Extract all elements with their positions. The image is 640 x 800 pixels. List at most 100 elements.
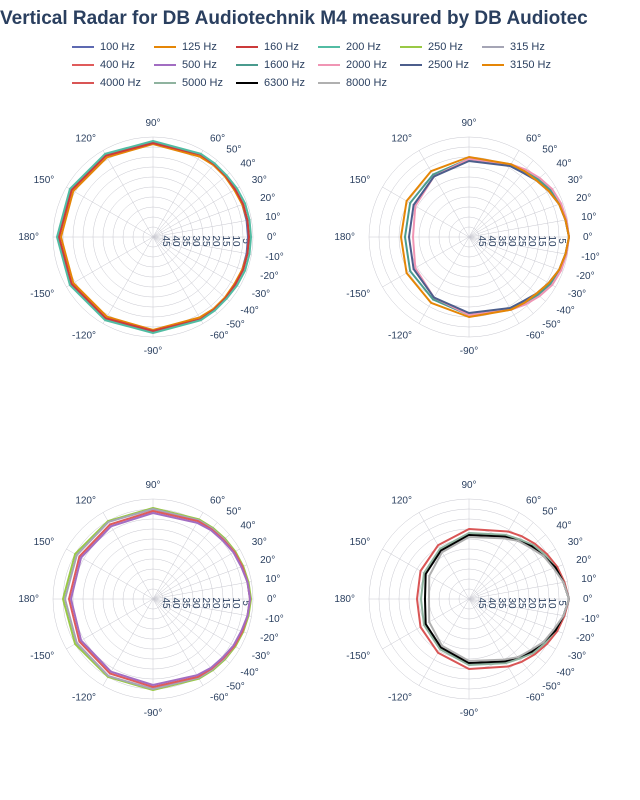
svg-text:10: 10 (546, 597, 557, 609)
svg-text:5: 5 (556, 238, 567, 244)
legend-item[interactable]: 2500 Hz (400, 56, 482, 74)
svg-text:-20°: -20° (576, 633, 594, 644)
svg-text:90°: 90° (461, 118, 476, 129)
legend-item[interactable]: 400 Hz (72, 56, 154, 74)
svg-text:90°: 90° (145, 480, 160, 491)
polar-chart: -150°-120°-90°-60°-50°-40°-30°-20°-10°0°… (16, 468, 306, 730)
svg-text:-30°: -30° (252, 289, 270, 300)
svg-text:20°: 20° (260, 193, 275, 204)
svg-text:-50°: -50° (542, 319, 560, 330)
svg-text:15: 15 (536, 597, 547, 609)
legend-item[interactable]: 4000 Hz (72, 74, 154, 92)
svg-text:90°: 90° (461, 480, 476, 491)
legend-item[interactable]: 6300 Hz (236, 74, 318, 92)
svg-text:50°: 50° (542, 145, 557, 156)
legend-item[interactable]: 1600 Hz (236, 56, 318, 74)
svg-text:180°: 180° (334, 594, 355, 605)
svg-text:40: 40 (170, 235, 181, 247)
svg-text:50°: 50° (542, 507, 557, 518)
legend-swatch (154, 64, 176, 66)
svg-text:150°: 150° (34, 537, 55, 548)
legend-label: 3150 Hz (510, 59, 551, 71)
legend-label: 100 Hz (100, 41, 135, 53)
svg-text:-150°: -150° (346, 651, 370, 662)
svg-text:120°: 120° (391, 495, 412, 506)
page-title: Vertical Radar for DB Audiotechnik M4 me… (0, 0, 640, 34)
polar-panel: -150°-120°-90°-60°-50°-40°-30°-20°-10°0°… (332, 106, 622, 368)
svg-text:10°: 10° (581, 212, 596, 223)
svg-text:-40°: -40° (556, 305, 574, 316)
svg-text:-120°: -120° (388, 693, 412, 704)
svg-text:-50°: -50° (226, 319, 244, 330)
svg-text:-50°: -50° (226, 681, 244, 692)
svg-text:-20°: -20° (260, 633, 278, 644)
svg-text:60°: 60° (526, 133, 541, 144)
svg-text:-90°: -90° (144, 708, 162, 719)
svg-text:-90°: -90° (144, 346, 162, 357)
legend-swatch (482, 64, 504, 66)
svg-text:45: 45 (160, 597, 171, 609)
svg-text:20: 20 (210, 597, 221, 609)
svg-text:10°: 10° (265, 212, 280, 223)
legend-label: 400 Hz (100, 59, 135, 71)
legend-label: 6300 Hz (264, 77, 305, 89)
svg-text:-60°: -60° (210, 693, 228, 704)
legend-item[interactable]: 125 Hz (154, 38, 236, 56)
svg-text:60°: 60° (210, 495, 225, 506)
svg-text:180°: 180° (334, 232, 355, 243)
legend-item[interactable]: 100 Hz (72, 38, 154, 56)
svg-text:35: 35 (496, 597, 507, 609)
svg-text:-60°: -60° (526, 331, 544, 342)
svg-text:30°: 30° (568, 175, 583, 186)
svg-text:40°: 40° (240, 521, 255, 532)
legend-item[interactable]: 250 Hz (400, 38, 482, 56)
legend-swatch (236, 46, 258, 48)
legend-item[interactable]: 315 Hz (482, 38, 564, 56)
legend-item[interactable]: 500 Hz (154, 56, 236, 74)
svg-text:10: 10 (546, 235, 557, 247)
legend-label: 250 Hz (428, 41, 463, 53)
svg-text:15: 15 (220, 597, 231, 609)
svg-text:-150°: -150° (30, 289, 54, 300)
svg-text:90°: 90° (145, 118, 160, 129)
legend: 100 Hz 125 Hz 160 Hz 200 Hz 250 Hz 315 Hz 400 … (0, 34, 640, 94)
legend-label: 500 Hz (182, 59, 217, 71)
legend-item[interactable]: 160 Hz (236, 38, 318, 56)
legend-label: 1600 Hz (264, 59, 305, 71)
legend-item[interactable]: 8000 Hz (318, 74, 400, 92)
svg-text:-30°: -30° (252, 651, 270, 662)
svg-text:-10°: -10° (265, 252, 283, 263)
polar-chart: -150°-120°-90°-60°-50°-40°-30°-20°-10°0°… (16, 106, 306, 368)
svg-text:-120°: -120° (388, 331, 412, 342)
svg-text:35: 35 (496, 235, 507, 247)
svg-text:20: 20 (210, 235, 221, 247)
legend-item[interactable]: 5000 Hz (154, 74, 236, 92)
svg-text:20°: 20° (260, 555, 275, 566)
legend-label: 160 Hz (264, 41, 299, 53)
legend-item[interactable]: 2000 Hz (318, 56, 400, 74)
svg-text:60°: 60° (526, 495, 541, 506)
svg-text:-10°: -10° (581, 252, 599, 263)
svg-text:150°: 150° (350, 537, 371, 548)
svg-text:10: 10 (230, 597, 241, 609)
svg-text:30°: 30° (252, 537, 267, 548)
svg-text:15: 15 (220, 235, 231, 247)
polar-chart: -150°-120°-90°-60°-50°-40°-30°-20°-10°0°… (332, 468, 622, 730)
legend-item[interactable]: 3150 Hz (482, 56, 564, 74)
svg-text:-40°: -40° (240, 305, 258, 316)
svg-text:25: 25 (516, 235, 527, 247)
svg-text:0°: 0° (583, 232, 593, 243)
legend-item[interactable]: 200 Hz (318, 38, 400, 56)
svg-text:25: 25 (516, 597, 527, 609)
svg-text:-150°: -150° (30, 651, 54, 662)
svg-text:35: 35 (180, 597, 191, 609)
charts-grid: -150°-120°-90°-60°-50°-40°-30°-20°-10°0°… (0, 94, 640, 746)
svg-text:10: 10 (230, 235, 241, 247)
svg-text:20: 20 (526, 235, 537, 247)
legend-label: 315 Hz (510, 41, 545, 53)
svg-text:30°: 30° (568, 537, 583, 548)
svg-text:45: 45 (160, 235, 171, 247)
svg-text:180°: 180° (18, 594, 39, 605)
svg-text:-10°: -10° (265, 614, 283, 625)
svg-text:40: 40 (486, 597, 497, 609)
